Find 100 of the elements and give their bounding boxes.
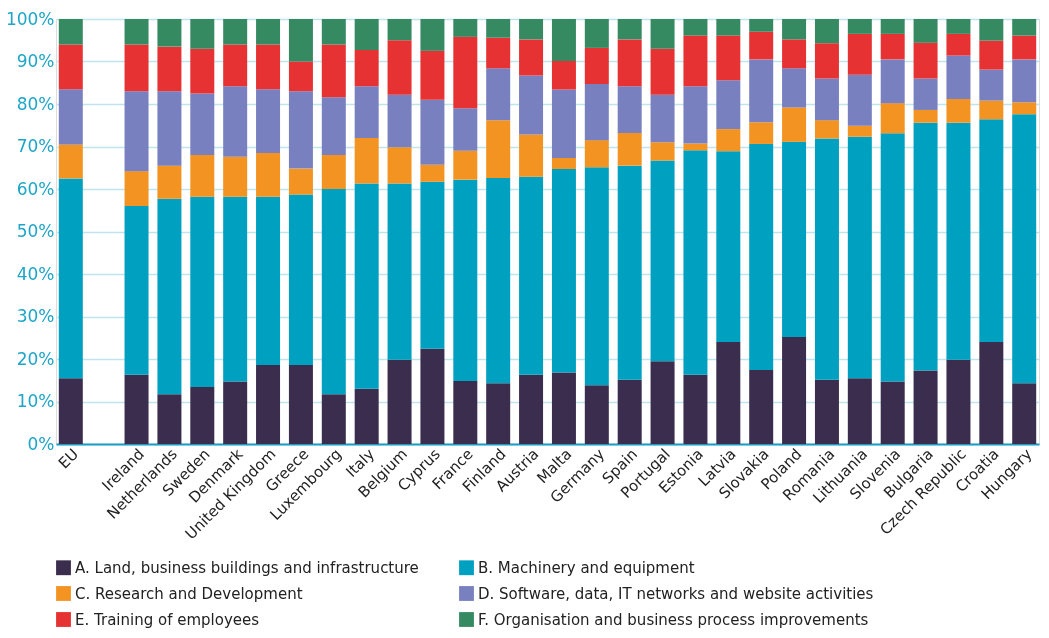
bar [157,46,182,92]
bar [551,372,576,444]
bar [420,348,445,444]
bar [58,19,83,45]
bar [519,374,544,444]
bar [223,86,248,157]
bar [782,68,807,108]
bar [551,169,576,373]
bar [617,86,642,133]
bar [979,100,1004,120]
bar [387,40,412,95]
y-tick-label: 50% [16,221,55,241]
legend-label: C. Research and Development [75,584,303,603]
y-tick-label: 60% [16,178,55,199]
bar [847,33,872,75]
bar [124,44,149,92]
bar [288,19,313,62]
bar [814,120,839,139]
bar [584,167,609,386]
bar [256,364,281,444]
bar [157,91,182,166]
bar [124,374,149,444]
legend-label: E. Training of employees [75,610,260,629]
bar [650,19,675,49]
y-tick-label: 40% [16,263,55,284]
bar [288,168,313,195]
bar [551,61,576,90]
bar [683,150,708,375]
bar [354,388,379,444]
y-tick-label: 70% [16,136,55,156]
bar [321,44,346,98]
bar [420,19,445,51]
legend-label: A. Land, business buildings and infrastructure [75,558,419,577]
bar [486,68,511,121]
bar [519,134,544,177]
bar [453,381,478,444]
bar [716,19,741,36]
bar [486,383,511,444]
bar [946,359,971,444]
y-tick-label: 10% [16,391,55,411]
bar [913,19,938,43]
bar [716,151,741,342]
bar [223,156,248,197]
bar [1012,19,1037,36]
y-tick-label: 80% [16,93,55,114]
bar [223,19,248,45]
bar [256,89,281,153]
bar [486,120,511,178]
bar [58,378,83,444]
bar [519,39,544,76]
bar [847,125,872,137]
bar [650,142,675,161]
bar [190,196,215,388]
bar [979,19,1004,41]
bar [880,59,905,104]
bar [782,336,807,444]
legend-label: D. Software, data, IT networks and website activities [478,584,874,603]
bar [683,35,708,87]
bar [617,132,642,166]
bar [880,33,905,60]
bar [979,69,1004,101]
y-tick-label: 20% [16,348,55,369]
legend-label: F. Organisation and business process improvements [478,610,869,629]
bar [617,19,642,40]
bar [288,91,313,169]
bar [1012,102,1037,115]
bar [223,44,248,87]
bar [288,364,313,444]
bar [288,61,313,92]
bar [716,129,741,152]
bar [749,19,774,32]
bar [321,97,346,155]
bar [354,138,379,184]
bar [354,50,379,87]
bar [584,19,609,48]
bar [157,198,182,395]
bar [946,98,971,123]
y-tick-label: 100% [5,8,55,29]
bar [847,136,872,379]
bar [321,155,346,189]
bar [354,183,379,389]
bar [847,74,872,126]
legend-label: B. Machinery and equipment [478,558,695,577]
bar [749,59,774,123]
bar [58,44,83,90]
bar [650,94,675,143]
bar [946,19,971,34]
bar [913,109,938,123]
bar [453,19,478,37]
bar [387,359,412,444]
bar [814,43,839,79]
bar [321,19,346,45]
bar [880,381,905,444]
bar [749,370,774,444]
bar [256,196,281,365]
bar [716,342,741,444]
bar [453,150,478,180]
y-tick-label: 0% [27,433,55,454]
bar [354,19,379,51]
bar [847,378,872,444]
